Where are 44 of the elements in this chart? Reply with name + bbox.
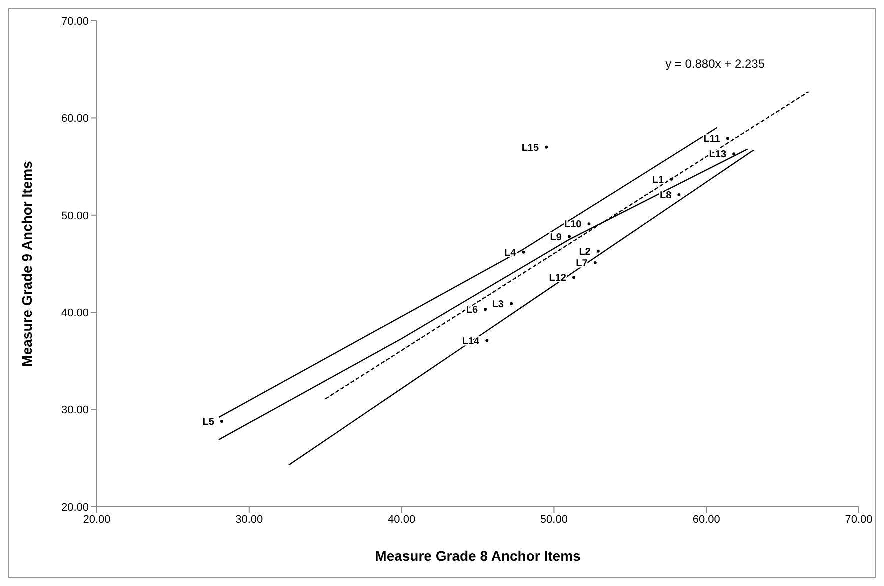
point bbox=[510, 302, 514, 306]
y-tick-label: 40.00 bbox=[61, 308, 89, 320]
data-label: L10 bbox=[564, 220, 582, 231]
data-label: L3 bbox=[492, 299, 504, 310]
data-label: L7 bbox=[576, 258, 588, 270]
x-tick-label: 30.00 bbox=[236, 514, 264, 526]
y-tick-label: 50.00 bbox=[61, 210, 89, 222]
y-tick-label: 30.00 bbox=[61, 404, 89, 417]
data-label: L15 bbox=[522, 142, 540, 154]
point bbox=[522, 250, 526, 254]
data-label: L11 bbox=[704, 134, 721, 146]
point bbox=[596, 250, 600, 253]
point bbox=[678, 193, 681, 196]
y-tick-label: 20.00 bbox=[61, 502, 89, 514]
y-tick-label: 70.00 bbox=[61, 16, 89, 28]
x-tick-label: 60.00 bbox=[692, 514, 720, 526]
x-tick-label: 20.00 bbox=[83, 514, 111, 526]
y-axis-title: Measure Grade 9 Anchor Items bbox=[18, 160, 35, 367]
point bbox=[726, 137, 730, 140]
data-label: L12 bbox=[549, 273, 567, 284]
data-label: L4 bbox=[504, 248, 517, 259]
point bbox=[220, 420, 224, 423]
data-label: L5 bbox=[202, 417, 215, 428]
point bbox=[670, 178, 674, 181]
data-label: L2 bbox=[579, 246, 592, 258]
data-label: L13 bbox=[709, 150, 727, 161]
data-label: L6 bbox=[466, 305, 479, 316]
point bbox=[568, 235, 571, 238]
x-tick-label: 70.00 bbox=[845, 514, 873, 526]
data-label: L1 bbox=[652, 174, 664, 186]
x-tick-label: 40.00 bbox=[388, 514, 416, 526]
point bbox=[732, 152, 736, 156]
data-label: L8 bbox=[660, 190, 672, 202]
point bbox=[545, 146, 548, 149]
point bbox=[594, 262, 597, 265]
annotation: y = 0.880x + 2.235 bbox=[666, 57, 765, 71]
x-tick-label: 50.00 bbox=[540, 514, 568, 526]
data-label: L9 bbox=[550, 232, 562, 244]
point bbox=[486, 339, 489, 342]
point bbox=[588, 222, 591, 226]
y-tick-label: 60.00 bbox=[61, 113, 89, 126]
point bbox=[484, 308, 488, 312]
point bbox=[572, 276, 576, 280]
x-axis-title: Measure Grade 8 Anchor Items bbox=[375, 548, 582, 564]
